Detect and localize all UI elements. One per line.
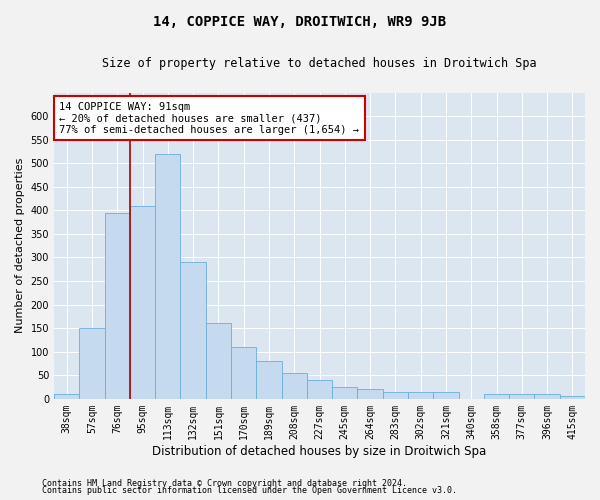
Bar <box>332 387 358 399</box>
Bar <box>383 392 408 399</box>
Bar <box>358 390 383 399</box>
Bar <box>181 262 206 399</box>
Bar <box>256 361 281 399</box>
Bar <box>130 206 155 399</box>
Bar <box>206 324 231 399</box>
Y-axis label: Number of detached properties: Number of detached properties <box>15 158 25 334</box>
Text: Contains public sector information licensed under the Open Government Licence v3: Contains public sector information licen… <box>42 486 457 495</box>
Bar <box>231 347 256 399</box>
Text: 14, COPPICE WAY, DROITWICH, WR9 9JB: 14, COPPICE WAY, DROITWICH, WR9 9JB <box>154 15 446 29</box>
Bar <box>104 212 130 399</box>
Text: Contains HM Land Registry data © Crown copyright and database right 2024.: Contains HM Land Registry data © Crown c… <box>42 478 407 488</box>
Bar <box>155 154 181 399</box>
Bar <box>281 373 307 399</box>
Bar <box>408 392 433 399</box>
Bar <box>560 396 585 399</box>
Bar <box>79 328 104 399</box>
Bar <box>535 394 560 399</box>
Text: 14 COPPICE WAY: 91sqm
← 20% of detached houses are smaller (437)
77% of semi-det: 14 COPPICE WAY: 91sqm ← 20% of detached … <box>59 102 359 135</box>
Bar <box>484 394 509 399</box>
Bar <box>433 392 458 399</box>
Bar <box>307 380 332 399</box>
Bar <box>509 394 535 399</box>
Bar <box>54 394 79 399</box>
Title: Size of property relative to detached houses in Droitwich Spa: Size of property relative to detached ho… <box>102 58 537 70</box>
X-axis label: Distribution of detached houses by size in Droitwich Spa: Distribution of detached houses by size … <box>152 444 487 458</box>
